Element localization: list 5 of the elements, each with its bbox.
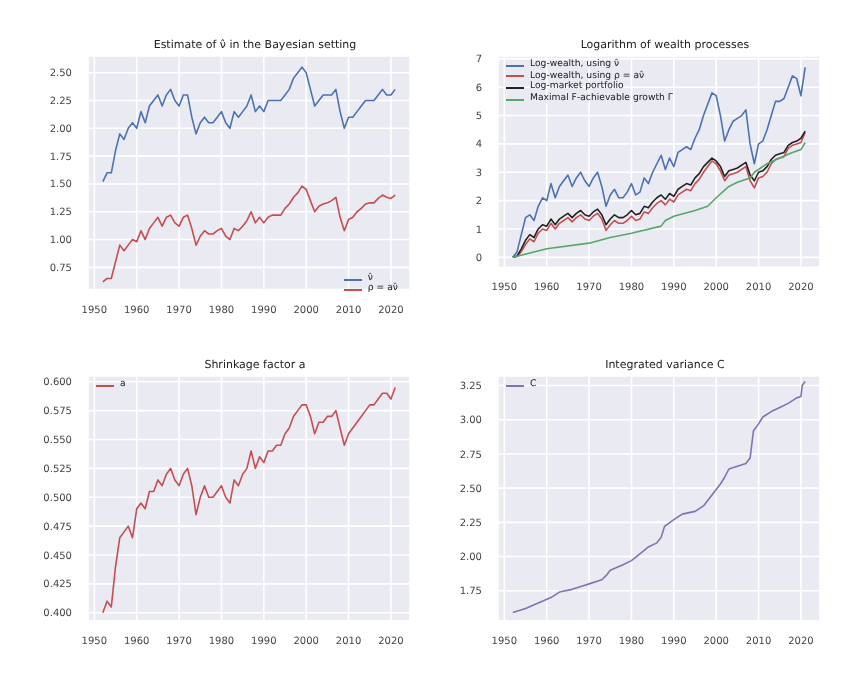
line-series: [512, 66, 806, 259]
line-series: [102, 386, 396, 614]
line-series: [102, 66, 396, 183]
line-series: [102, 185, 396, 283]
line-series: [512, 380, 806, 614]
